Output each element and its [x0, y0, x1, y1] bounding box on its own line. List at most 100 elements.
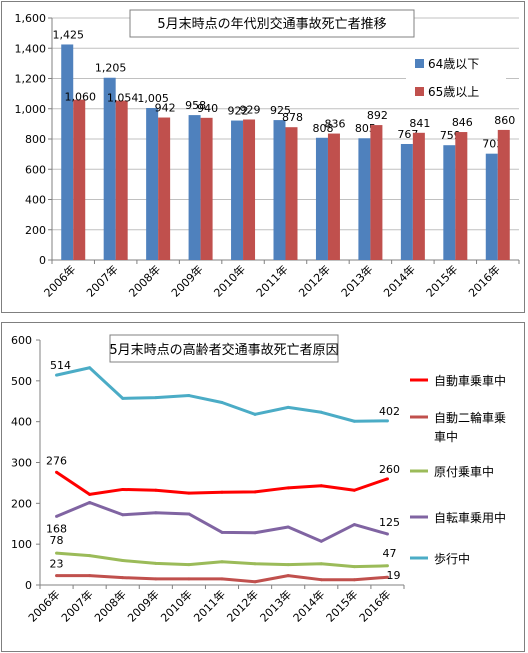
legend-label: 自転車乗用中: [434, 510, 506, 525]
bar-under64: [103, 77, 116, 261]
x-tick-label: 2015年: [423, 262, 460, 299]
x-tick-label: 2009年: [124, 587, 161, 624]
bar-over65: [327, 133, 340, 260]
title-box: [129, 9, 415, 38]
bar-over65: [158, 117, 171, 261]
data-label: 942: [155, 102, 176, 115]
x-tick-label: 2011年: [191, 587, 228, 624]
x-tick-label: 2008年: [91, 587, 128, 624]
point-moped: [286, 563, 290, 567]
point-moped: [220, 560, 224, 564]
y-tick-label: 600: [25, 163, 46, 176]
data-label: 276: [46, 454, 67, 467]
point-motorcycle: [319, 578, 323, 582]
data-label: 841: [409, 117, 430, 130]
bar-under64: [273, 120, 286, 260]
point-moped: [187, 563, 191, 567]
legend-label: 自動車乗車中: [434, 373, 506, 388]
point-pedestrian: [286, 405, 290, 409]
point-bicycle: [88, 501, 92, 505]
data-label: 940: [197, 102, 218, 115]
point-motorcycle: [187, 577, 191, 581]
y-tick-label: 300: [11, 457, 32, 470]
bar-over65: [285, 127, 298, 260]
line-chart-panel: 0 100 200 300 400 500 600 2006年 2007年 2008年 2009年 2…: [1, 322, 525, 652]
data-label: 929: [240, 103, 261, 116]
data-label: 78: [50, 534, 64, 547]
point-bicycle: [187, 512, 191, 516]
y-tick-label: 200: [25, 224, 46, 237]
bar-under64: [315, 137, 328, 260]
bar-under64: [400, 143, 413, 260]
point-moped: [253, 562, 257, 566]
bar-chart-panel: 0 200 400 600 800 1,000 1,200 1,400 1,600 1,425 1,…: [1, 1, 525, 313]
data-label: 514: [50, 359, 71, 372]
data-label: 1,054: [107, 92, 139, 105]
bar-over65: [200, 117, 213, 260]
point-motorcycle: [220, 577, 224, 581]
bar-over65: [115, 100, 128, 261]
point-moped: [352, 565, 356, 569]
point-bicycle: [352, 523, 356, 527]
point-bicycle: [154, 511, 158, 515]
point-bicycle: [286, 525, 290, 529]
bar-under64: [188, 115, 201, 260]
point-moped: [55, 551, 59, 555]
data-label: 958: [185, 99, 206, 112]
data-label: 260: [379, 463, 400, 476]
point-moped: [88, 554, 92, 558]
chart-title: 5月末時点の年代別交通事故死亡者推移: [157, 16, 386, 32]
point-bicycle: [55, 514, 59, 518]
x-tick-label: 2014年: [290, 587, 327, 624]
y-tick-label: 0: [39, 254, 46, 267]
point-moped: [319, 562, 323, 566]
x-tick-label: 2012年: [224, 587, 261, 624]
bar-over65: [412, 132, 425, 260]
data-label: 1,005: [137, 92, 169, 105]
x-tick-label: 2008年: [126, 262, 163, 299]
data-label: 860: [494, 114, 515, 127]
point-bicycle: [253, 531, 257, 535]
data-label: 23: [50, 558, 64, 571]
x-tick-label: 2006年: [41, 262, 78, 299]
point-car: [154, 488, 158, 492]
x-tick-label: 2011年: [253, 262, 290, 299]
point-moped: [385, 564, 389, 568]
x-tick-label: 2015年: [323, 587, 360, 624]
legend-label: 65歳以上: [428, 85, 479, 99]
data-label: 878: [282, 111, 303, 124]
point-motorcycle: [55, 574, 59, 578]
point-pedestrian: [385, 419, 389, 423]
data-label: 125: [379, 516, 400, 529]
point-pedestrian: [154, 396, 158, 400]
point-car: [220, 490, 224, 494]
x-tick-label: 2007年: [83, 262, 120, 299]
legend-swatch: [415, 87, 424, 96]
x-tick-label: 2007年: [58, 587, 95, 624]
legend-swatch: [415, 59, 424, 68]
legend-label: 歩行中: [434, 551, 470, 566]
x-tick-label: 2013年: [338, 262, 375, 299]
bar-over65: [73, 99, 86, 260]
point-car: [121, 487, 125, 491]
x-tick-label: 2013年: [257, 587, 294, 624]
data-label: 402: [379, 405, 400, 418]
y-tick-label: 400: [11, 416, 32, 429]
point-car: [253, 490, 257, 494]
point-bicycle: [220, 530, 224, 534]
data-label: 808: [312, 122, 333, 135]
y-tick-label: 1,400: [15, 42, 47, 55]
x-tick-label: 2010年: [158, 587, 195, 624]
point-pedestrian: [187, 394, 191, 398]
bar-chart: 0 200 400 600 800 1,000 1,200 1,400 1,600 1,425 1,…: [15, 9, 520, 300]
point-motorcycle: [286, 574, 290, 578]
y-tick-label: 0: [25, 579, 32, 592]
bar-over65: [370, 125, 383, 261]
data-label: 1,205: [95, 62, 127, 75]
data-label: 1,425: [52, 28, 84, 41]
bar-under64: [231, 120, 244, 260]
y-tick-label: 500: [11, 375, 32, 388]
point-car: [55, 470, 59, 474]
point-pedestrian: [121, 396, 125, 400]
point-car: [385, 477, 389, 481]
